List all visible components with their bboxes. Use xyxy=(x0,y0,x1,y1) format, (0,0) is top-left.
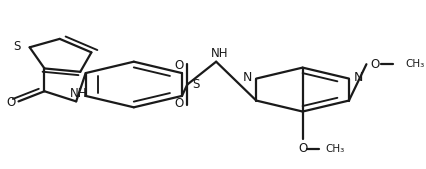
Text: O: O xyxy=(371,58,380,71)
Text: CH₃: CH₃ xyxy=(325,144,345,154)
Text: CH₃: CH₃ xyxy=(406,59,425,69)
Text: NH: NH xyxy=(211,47,228,60)
Text: S: S xyxy=(14,40,21,53)
Text: N: N xyxy=(353,71,363,84)
Text: O: O xyxy=(6,96,16,109)
Text: O: O xyxy=(175,98,184,110)
Text: N: N xyxy=(242,71,252,84)
Text: S: S xyxy=(193,78,200,91)
Text: O: O xyxy=(175,59,184,71)
Text: NH: NH xyxy=(69,87,87,100)
Text: O: O xyxy=(298,142,307,155)
